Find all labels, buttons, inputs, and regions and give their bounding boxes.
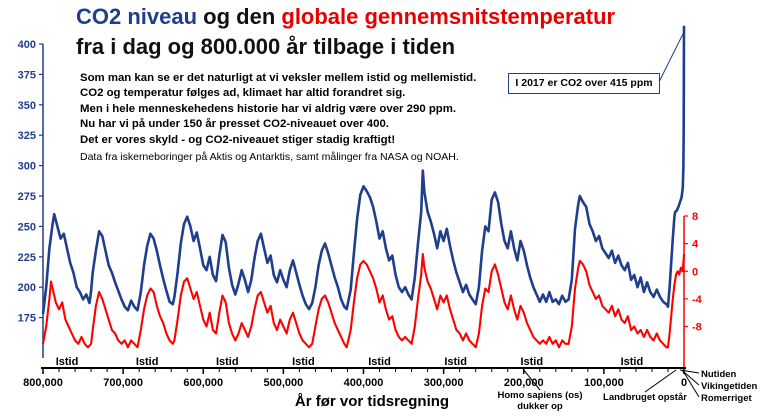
title-line-1: CO2 niveau og den globale gennemsnitstem… — [76, 4, 615, 30]
x-tick-label: 400,000 — [344, 377, 384, 389]
istid-label: Istid — [444, 356, 467, 368]
event-pointer — [523, 369, 541, 391]
source-text: Data fra iskerneboringer på Aktis og Ant… — [80, 151, 459, 163]
event-label: Homo sapiens (os) — [498, 390, 583, 401]
istid-label: Istid — [520, 356, 543, 368]
istid-label: Istid — [368, 356, 391, 368]
istid-label: Istid — [56, 356, 79, 368]
x-tick-label: 0 — [681, 377, 687, 389]
event-pointer — [644, 369, 677, 393]
left-tick-label: 200 — [18, 282, 36, 294]
event-pointer — [681, 369, 700, 398]
event-label: Landbruget opstår — [603, 392, 687, 403]
right-y-axis: 8 4 0 -4 -8 — [683, 211, 703, 368]
body-line: Det er vores skyld - og CO2-niveauet sti… — [80, 133, 396, 146]
left-y-axis: 175 200 225 250 275 300 325 350 375 400 — [18, 39, 44, 358]
left-tick-label: 275 — [18, 191, 36, 203]
x-tick-label: 500,000 — [263, 377, 303, 389]
event-label: Vikingetiden — [701, 381, 758, 392]
istid-label: Istid — [621, 356, 644, 368]
x-tick-label: 700,000 — [103, 377, 143, 389]
event-layer: Homo sapiens (os)dukker op Landbruget ops… — [498, 369, 758, 412]
istid-label: Istid — [136, 356, 159, 368]
x-tick-label: 800,000 — [23, 377, 63, 389]
title-line-2: fra i dag og 800.000 år tilbage i tiden — [76, 34, 456, 59]
x-tick-label: 200,000 — [504, 377, 544, 389]
event-label: dukker op — [517, 401, 563, 412]
title-co2: CO2 niveau — [76, 4, 198, 29]
istid-label: Istid — [216, 356, 239, 368]
x-axis-label: År før vor tidsregning — [295, 393, 449, 410]
left-tick-label: 400 — [18, 39, 36, 51]
right-tick-label: -8 — [692, 322, 702, 334]
left-tick-label: 300 — [18, 161, 36, 173]
right-tick-label: 0 — [692, 266, 698, 278]
body-line: Men i hele menneskehedens historie har v… — [80, 102, 457, 115]
body-line: Nu har vi på under 150 år presset CO2-ni… — [80, 118, 389, 131]
event-label: Nutiden — [701, 369, 737, 380]
left-tick-label: 175 — [18, 313, 36, 325]
event-label: Romerriget — [701, 393, 753, 404]
body-text: Som man kan se er det naturligt at vi ve… — [80, 71, 476, 148]
x-tick-label: 300,000 — [424, 377, 464, 389]
x-tick-label: 100,000 — [584, 377, 624, 389]
co2-series-line — [41, 25, 686, 315]
title-temperature: globale gennemsnitstemperatur — [281, 4, 616, 29]
left-tick-label: 250 — [18, 221, 36, 233]
x-tick-label: 600,000 — [183, 377, 223, 389]
right-tick-label: 4 — [692, 239, 699, 251]
body-line: CO2 og temperatur følges ad, klimaet har… — [80, 87, 406, 100]
istid-label: Istid — [292, 356, 315, 368]
right-tick-label: -4 — [692, 294, 703, 306]
left-tick-label: 375 — [18, 69, 36, 81]
left-tick-label: 350 — [18, 100, 36, 112]
left-tick-label: 225 — [18, 252, 36, 264]
temperature-series-line — [41, 252, 686, 349]
body-line: Som man kan se er det naturligt at vi ve… — [80, 72, 477, 84]
co2-callout-box: I 2017 er CO2 over 415 ppm — [508, 73, 660, 94]
callout-leader-line — [658, 31, 685, 83]
right-tick-label: 8 — [692, 211, 698, 223]
series-layer — [41, 25, 686, 349]
title-connector: og den — [197, 4, 282, 29]
left-tick-label: 325 — [18, 130, 36, 142]
x-axis: 800,000 700,000 600,000 500,000 400,000 300,0… — [23, 356, 687, 389]
